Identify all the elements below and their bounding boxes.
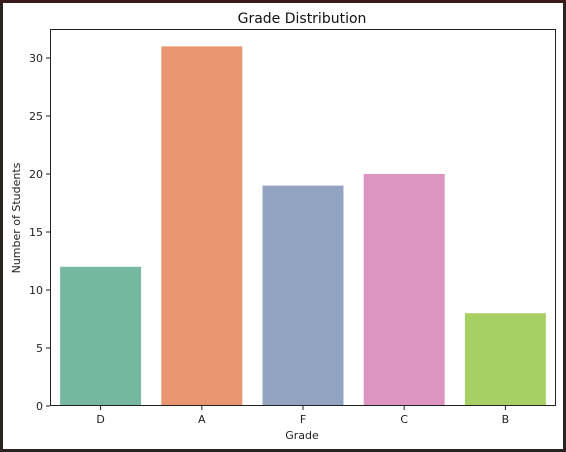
- y-tick-label-30: 30: [29, 52, 43, 65]
- x-tick-label-f: F: [300, 413, 306, 426]
- chart-title: Grade Distribution: [238, 11, 367, 27]
- bar-d: [60, 266, 142, 406]
- window-top-strip: [0, 0, 566, 3]
- y-tick-label-20: 20: [29, 168, 43, 181]
- x-tick-label-d: D: [96, 413, 104, 426]
- bar-f: [262, 185, 344, 406]
- bar-c: [363, 174, 445, 406]
- bars-group: [60, 46, 546, 407]
- y-axis: 0 5 10 15 20 25 30: [29, 52, 50, 413]
- plot-frame: [50, 29, 556, 406]
- x-axis-label: Grade: [285, 429, 319, 442]
- bar-b: [464, 313, 546, 406]
- x-tick-label-c: C: [400, 413, 408, 426]
- y-axis-label: Number of Students: [10, 162, 23, 273]
- y-tick-label-10: 10: [29, 284, 43, 297]
- y-tick-label-5: 5: [36, 342, 43, 355]
- bar-a: [161, 46, 243, 407]
- y-tick-label-0: 0: [36, 400, 43, 413]
- y-tick-label-15: 15: [29, 226, 43, 239]
- x-tick-label-a: A: [198, 413, 206, 426]
- x-tick-label-b: B: [502, 413, 510, 426]
- y-tick-label-25: 25: [29, 110, 43, 123]
